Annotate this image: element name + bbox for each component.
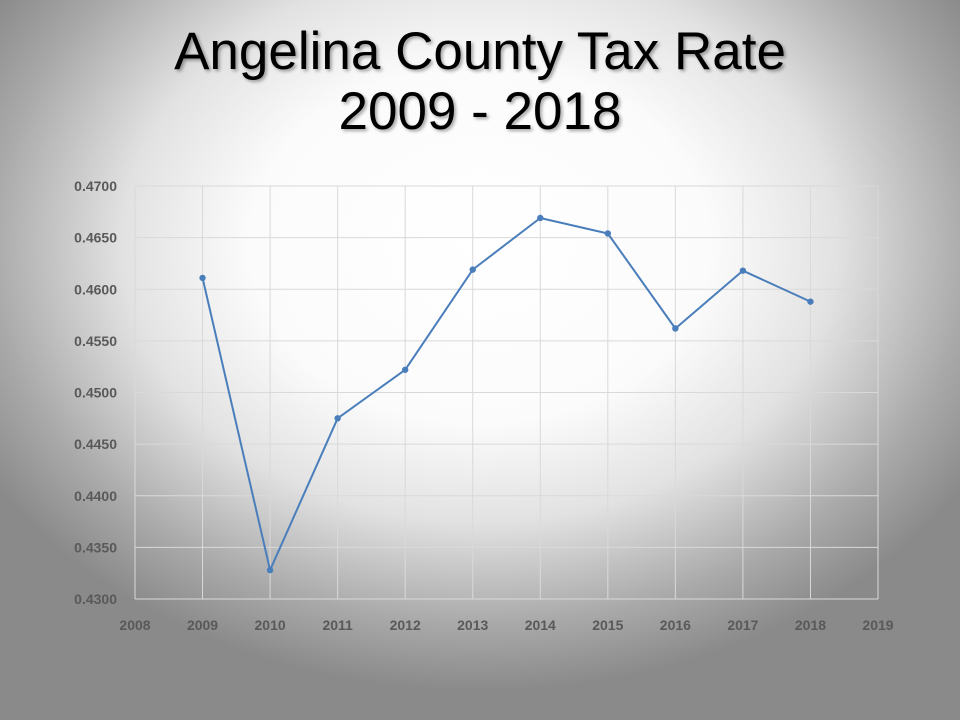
x-tick-label: 2017: [727, 617, 758, 633]
x-tick-label: 2009: [187, 617, 218, 633]
series-line: [201, 217, 811, 572]
tick-labels: 0.4300 0.4350 0.4400 0.4450 0.4500 0.4550 0.46…: [74, 178, 894, 633]
y-tick-label: 0.4400: [74, 488, 117, 504]
y-tick-label: 0.4300: [74, 591, 117, 607]
y-tick-label: 0.4500: [74, 385, 117, 401]
data-point: [537, 214, 544, 222]
y-tick-label: 0.4700: [74, 178, 117, 194]
y-tick-label: 0.4450: [74, 436, 117, 452]
x-tick-label: 2018: [795, 617, 826, 633]
data-point: [401, 366, 409, 373]
chart-title-line-2: 2009 - 2018: [338, 82, 622, 141]
chart-title: Angelina County Tax Rate 2009 - 2018: [0, 22, 960, 142]
data-point: [807, 298, 814, 305]
data-point: [739, 267, 747, 274]
x-tick-label: 2016: [660, 617, 691, 633]
gridlines: [134, 185, 879, 600]
data-point: [266, 566, 274, 574]
data-point: [469, 266, 476, 273]
data-point: [334, 415, 341, 422]
y-tick-label: 0.4550: [74, 333, 117, 349]
x-tick-label: 2011: [322, 617, 353, 633]
y-tick-label: 0.4650: [74, 230, 117, 246]
x-tick-label: 2013: [457, 617, 488, 633]
x-tick-label: 2010: [255, 617, 286, 633]
data-point: [672, 325, 679, 332]
data-point: [199, 274, 206, 282]
y-tick-label: 0.4600: [74, 281, 117, 297]
x-tick-label: 2008: [119, 617, 150, 633]
x-tick-label: 2012: [390, 617, 421, 633]
x-tick-label: 2014: [525, 617, 556, 633]
series: [199, 214, 814, 574]
y-tick-label: 0.4350: [74, 539, 117, 555]
data-point: [604, 230, 612, 237]
x-tick-label: 2019: [862, 617, 893, 633]
x-tick-label: 2015: [592, 617, 623, 633]
chart-title-line-1: Angelina County Tax Rate: [174, 22, 786, 81]
